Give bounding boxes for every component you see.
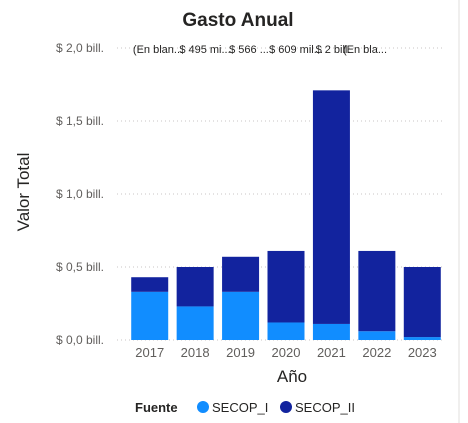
- y-axis-title: Valor Total: [14, 153, 33, 232]
- x-tick-label: 2017: [135, 345, 164, 360]
- bar-secop-i-2022[interactable]: [358, 331, 396, 340]
- y-tick-label: $ 1,5 bill.: [56, 114, 104, 128]
- data-label: (En bla...: [343, 44, 387, 56]
- y-axis-ticks: $ 0,0 bill. $ 0,5 bill. $ 1,0 bill. $ 1,5 b…: [56, 41, 104, 347]
- y-tick-label: $ 2,0 bill.: [56, 41, 104, 55]
- bar-secop-i-2018[interactable]: [176, 306, 214, 340]
- bar-secop-ii-2017[interactable]: [131, 277, 169, 292]
- bar-secop-i-2023[interactable]: [403, 337, 441, 340]
- legend-marker-secop-i: [197, 401, 209, 413]
- legend-item-label[interactable]: SECOP_I: [212, 400, 268, 415]
- bar-secop-i-2017[interactable]: [131, 291, 169, 340]
- y-tick-label: $ 0,5 bill.: [56, 260, 104, 274]
- bar-secop-i-2021[interactable]: [312, 323, 350, 340]
- legend-item-label[interactable]: SECOP_II: [295, 400, 355, 415]
- data-label: (En blan...: [133, 44, 183, 56]
- x-tick-label: 2018: [181, 345, 210, 360]
- x-tick-label: 2022: [362, 345, 391, 360]
- bar-secop-ii-2020[interactable]: [267, 250, 305, 323]
- bars: [131, 90, 441, 340]
- legend: Fuente SECOP_I SECOP_II: [135, 400, 355, 415]
- x-tick-label: 2023: [408, 345, 437, 360]
- legend-title: Fuente: [135, 400, 178, 415]
- x-tick-label: 2020: [272, 345, 301, 360]
- x-tick-label: 2021: [317, 345, 346, 360]
- bar-secop-i-2019[interactable]: [222, 291, 260, 340]
- bar-secop-ii-2022[interactable]: [358, 250, 396, 332]
- data-label: $ 566 ...: [229, 44, 269, 56]
- chart-title: Gasto Anual: [182, 10, 293, 31]
- x-axis-ticks: 2017 2018 2019 2020 2021 2022 2023: [135, 345, 436, 360]
- y-tick-label: $ 0,0 bill.: [56, 333, 104, 347]
- y-tick-label: $ 1,0 bill.: [56, 187, 104, 201]
- x-axis-title: Año: [277, 367, 307, 386]
- data-label: $ 609 mil...: [269, 44, 323, 56]
- legend-marker-secop-ii: [280, 401, 292, 413]
- data-labels: (En blan...$ 495 mi...$ 566 ... $ 609 mil…: [133, 44, 387, 56]
- data-label: $ 2 bill.: [316, 44, 351, 56]
- x-tick-label: 2019: [226, 345, 255, 360]
- bar-secop-ii-2021[interactable]: [312, 90, 350, 324]
- bar-secop-ii-2019[interactable]: [222, 256, 260, 292]
- bar-secop-ii-2023[interactable]: [403, 267, 441, 338]
- data-label: $ 495 mi...: [179, 44, 230, 56]
- bar-secop-ii-2018[interactable]: [176, 267, 214, 307]
- bar-secop-i-2020[interactable]: [267, 322, 305, 340]
